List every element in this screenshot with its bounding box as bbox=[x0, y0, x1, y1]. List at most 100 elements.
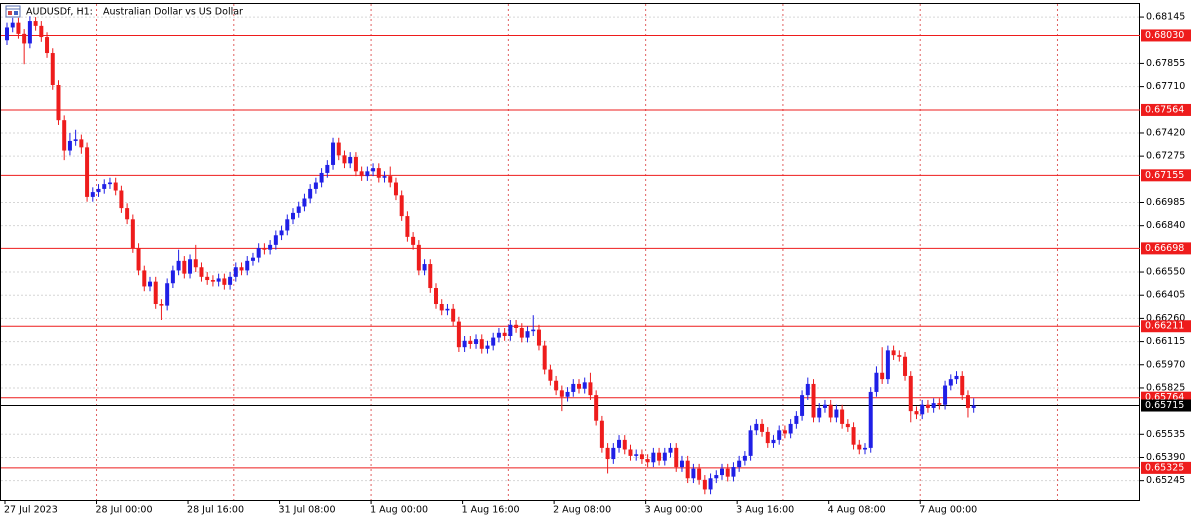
candle-body bbox=[336, 142, 341, 156]
candle-body bbox=[920, 404, 925, 415]
current-price-label-box bbox=[1141, 399, 1191, 412]
candle-body bbox=[319, 172, 324, 183]
candle-body bbox=[485, 345, 490, 349]
candle-body bbox=[685, 460, 690, 479]
candle-body bbox=[840, 409, 845, 424]
candle-body bbox=[760, 423, 765, 432]
candle-body bbox=[16, 22, 21, 34]
candle-body bbox=[943, 385, 948, 405]
candle-body bbox=[33, 21, 38, 26]
candle-body bbox=[702, 479, 707, 490]
candle-body bbox=[577, 383, 581, 389]
x-tick-label: 28 Jul 00:00 bbox=[96, 505, 153, 516]
candle-body bbox=[788, 423, 793, 434]
candle-body bbox=[611, 447, 616, 460]
candle-body bbox=[22, 33, 27, 44]
candle-body bbox=[405, 216, 410, 237]
candle-body bbox=[828, 404, 833, 418]
y-tick-label: 0.66985 bbox=[1146, 197, 1185, 208]
candle-body bbox=[622, 439, 627, 450]
candle-body bbox=[491, 337, 496, 346]
y-tick-label: 0.67275 bbox=[1146, 151, 1185, 162]
candle-body bbox=[153, 281, 158, 305]
candle-body bbox=[222, 278, 227, 285]
candle-body bbox=[250, 257, 255, 261]
candle-body bbox=[559, 390, 564, 397]
candle-body bbox=[765, 431, 770, 444]
level-label: 0.68030 bbox=[1145, 30, 1184, 41]
candle-body bbox=[422, 264, 427, 271]
plot-frame bbox=[0, 3, 1140, 501]
candle-body bbox=[857, 444, 862, 450]
candle-body bbox=[794, 415, 799, 424]
candle-body bbox=[393, 182, 398, 196]
candle-body bbox=[291, 212, 295, 220]
candle-body bbox=[102, 184, 107, 189]
x-tick-label: 27 Jul 2023 bbox=[4, 505, 58, 516]
candle-body bbox=[731, 467, 736, 477]
candle-body bbox=[514, 324, 519, 328]
candle-body bbox=[571, 383, 576, 392]
candle-body bbox=[176, 260, 181, 271]
chart-subtitle: Australian Dollar vs US Dollar bbox=[103, 7, 243, 18]
candle-body bbox=[594, 395, 599, 421]
candle-body bbox=[845, 423, 850, 428]
x-tick-label: 4 Aug 08:00 bbox=[828, 505, 886, 516]
candle-body bbox=[605, 447, 610, 460]
candle-body bbox=[85, 147, 90, 197]
candle-body bbox=[508, 324, 513, 336]
candle-body bbox=[496, 332, 501, 338]
candle-body bbox=[668, 447, 673, 453]
candle-body bbox=[771, 439, 776, 444]
candle-body bbox=[353, 156, 358, 172]
y-tick-label: 0.68145 bbox=[1146, 12, 1185, 23]
candle-body bbox=[313, 182, 318, 189]
candle-body bbox=[96, 188, 101, 193]
level-label-box bbox=[1141, 242, 1191, 255]
candle-body bbox=[599, 420, 604, 448]
y-tick-label: 0.67710 bbox=[1146, 81, 1185, 92]
level-label: 0.67564 bbox=[1145, 104, 1184, 115]
candle-body bbox=[285, 219, 290, 231]
candle-body bbox=[216, 278, 221, 282]
level-label-box bbox=[1141, 461, 1191, 474]
candle-body bbox=[50, 53, 55, 86]
x-tick-label: 3 Aug 16:00 bbox=[736, 505, 794, 516]
candle-body bbox=[880, 372, 885, 380]
y-tick-label: 0.65825 bbox=[1146, 382, 1185, 393]
candle-body bbox=[674, 447, 679, 468]
candle-body bbox=[262, 248, 267, 250]
candle-body bbox=[811, 383, 816, 418]
y-tick-label: 0.66260 bbox=[1146, 313, 1185, 324]
candle-body bbox=[725, 468, 730, 477]
y-tick-label: 0.66405 bbox=[1146, 290, 1185, 301]
candle-body bbox=[382, 176, 387, 178]
candle-body bbox=[582, 382, 587, 389]
x-tick-label: 31 Jul 08:00 bbox=[279, 505, 336, 516]
candle-body bbox=[874, 372, 879, 392]
candle-body bbox=[931, 403, 936, 408]
candle-body bbox=[536, 329, 541, 346]
candle-body bbox=[462, 340, 467, 348]
candle-body bbox=[645, 459, 650, 463]
candle-body bbox=[79, 139, 84, 148]
candle-body bbox=[39, 25, 44, 38]
candle-body bbox=[742, 455, 747, 461]
candle-body bbox=[331, 142, 336, 165]
candle-body bbox=[697, 468, 702, 480]
candle-body bbox=[737, 460, 742, 468]
chart-title: AUDUSDf, H1: bbox=[26, 7, 93, 18]
candle-body bbox=[634, 454, 639, 456]
candle-body bbox=[954, 375, 959, 380]
level-label-box bbox=[1141, 320, 1191, 333]
candle-body bbox=[193, 259, 198, 268]
candle-body bbox=[170, 270, 175, 284]
candle-body bbox=[62, 120, 67, 151]
candle-body bbox=[365, 171, 370, 177]
candle-body bbox=[891, 350, 896, 356]
candle-body bbox=[371, 168, 376, 172]
candle-body bbox=[800, 395, 805, 416]
candle-body bbox=[691, 468, 696, 479]
candle-body bbox=[863, 447, 867, 450]
candle-body bbox=[268, 244, 273, 250]
